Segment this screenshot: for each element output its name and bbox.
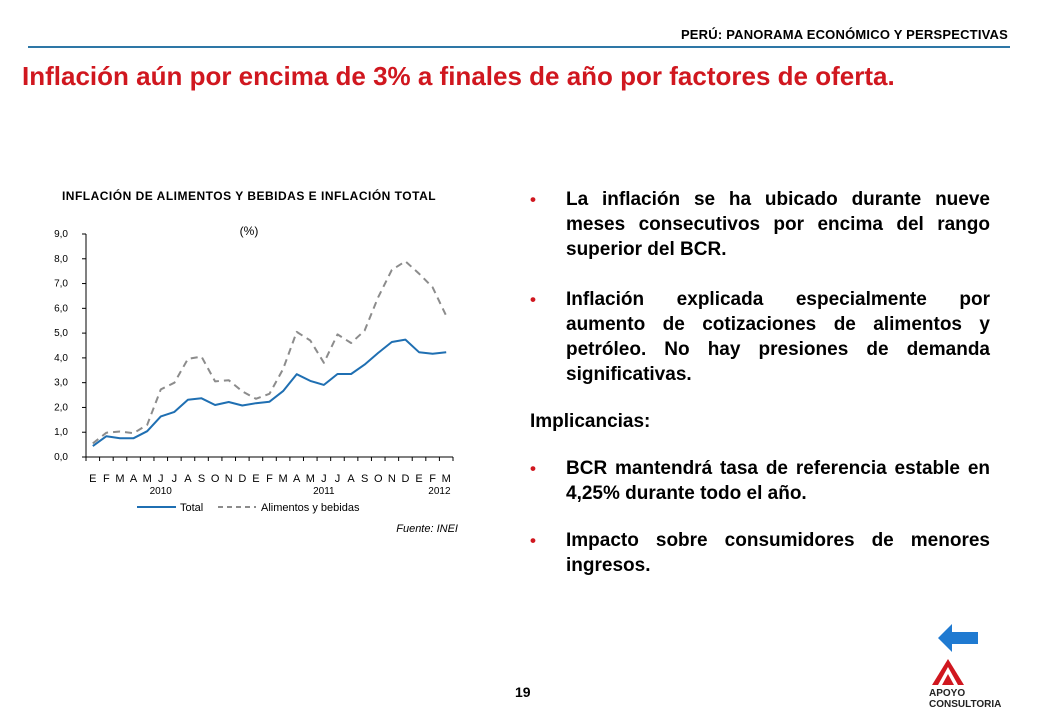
bullet-dot-icon: • — [530, 459, 536, 478]
bullet-dot-icon: • — [530, 531, 536, 550]
x-year-label: 2010 — [150, 486, 173, 497]
x-tick-label: J — [321, 473, 327, 485]
x-tick-label: F — [429, 473, 436, 485]
y-tick-label: 4,0 — [54, 353, 68, 364]
x-tick-label: M — [442, 473, 451, 485]
apoyo-logo-icon — [932, 659, 964, 685]
y-tick-label: 9,0 — [54, 229, 68, 240]
x-tick-label: O — [374, 473, 383, 485]
y-tick-label: 3,0 — [54, 378, 68, 389]
logo-line-2: CONSULTORIA — [929, 699, 1002, 710]
series-line-alimentos — [92, 260, 448, 445]
x-tick-label: A — [184, 473, 192, 485]
bullet-item: • La inflación se ha ubicado durante nue… — [530, 187, 990, 262]
bullet-item: • Inflación explicada especialmente por … — [530, 287, 990, 387]
x-tick-label: E — [415, 473, 422, 485]
bullet-text: Inflación explicada especialmente por au… — [566, 289, 990, 385]
header-rule — [28, 46, 1010, 48]
chart-source: Fuente: INEI — [396, 523, 458, 535]
x-tick-label: E — [89, 473, 96, 485]
series-line-total — [92, 338, 447, 447]
x-tick-label: A — [293, 473, 301, 485]
implicancias-heading: Implicancias: — [530, 411, 651, 432]
chart-title: INFLACIÓN DE ALIMENTOS Y BEBIDAS E INFLA… — [61, 189, 437, 203]
y-tick-label: 8,0 — [54, 254, 68, 265]
x-tick-label: D — [401, 473, 409, 485]
x-tick-label: A — [130, 473, 138, 485]
chart-unit: (%) — [239, 224, 259, 238]
bullet-dot-icon: • — [530, 290, 536, 309]
x-tick-label: D — [238, 473, 246, 485]
y-tick-label: 1,0 — [54, 427, 68, 438]
x-tick-label: J — [158, 473, 164, 485]
slide-title: Inflación aún por encima de 3% a finales… — [22, 61, 895, 91]
x-tick-label: J — [335, 473, 341, 485]
x-tick-label: F — [103, 473, 110, 485]
x-tick-label: A — [347, 473, 355, 485]
bullet-item: • Impacto sobre consumidores de menores … — [530, 528, 990, 578]
header-title: PERÚ: PANORAMA ECONÓMICO Y PERSPECTIVAS — [680, 27, 1008, 42]
left-arrow-icon[interactable] — [938, 622, 980, 654]
bullet-text: BCR mantendrá tasa de referencia estable… — [566, 458, 990, 504]
logo-line-1: APOYO — [929, 688, 966, 699]
logo-text: APOYO CONSULTORIA — [929, 688, 1001, 710]
bullet-item: • BCR mantendrá tasa de referencia estab… — [530, 456, 990, 506]
bullet-dot-icon: • — [530, 190, 536, 209]
bullet-text: La inflación se ha ubicado durante nueve… — [566, 189, 990, 260]
inflation-line-chart: 0,01,02,03,04,05,06,07,08,09,0E F M A M J J A S O… — [54, 229, 454, 514]
legend-label-alimentos: Alimentos y bebidas — [261, 502, 360, 514]
x-tick-label: F — [266, 473, 273, 485]
x-tick-label: M — [115, 473, 124, 485]
x-year-label: 2011 — [313, 486, 335, 497]
x-tick-label: J — [172, 473, 178, 485]
y-tick-label: 5,0 — [54, 328, 68, 339]
legend-label-total: Total — [180, 502, 203, 514]
y-tick-label: 0,0 — [54, 452, 68, 463]
y-tick-label: 2,0 — [54, 402, 68, 413]
bullet-text: Impacto sobre consumidores de menores in… — [566, 530, 990, 576]
page-number: 19 — [515, 684, 531, 700]
y-tick-label: 7,0 — [54, 279, 68, 290]
x-tick-label: S — [198, 473, 205, 485]
x-tick-label: M — [143, 473, 152, 485]
x-year-label: 2012 — [428, 486, 451, 497]
bullet-panel: • La inflación se ha ubicado durante nue… — [530, 187, 990, 578]
x-tick-label: O — [211, 473, 220, 485]
y-tick-label: 6,0 — [54, 303, 68, 314]
x-tick-label: N — [388, 473, 396, 485]
x-tick-label: M — [306, 473, 315, 485]
x-tick-label: N — [225, 473, 233, 485]
x-tick-label: S — [361, 473, 368, 485]
x-tick-label: E — [252, 473, 259, 485]
x-tick-label: M — [279, 473, 288, 485]
